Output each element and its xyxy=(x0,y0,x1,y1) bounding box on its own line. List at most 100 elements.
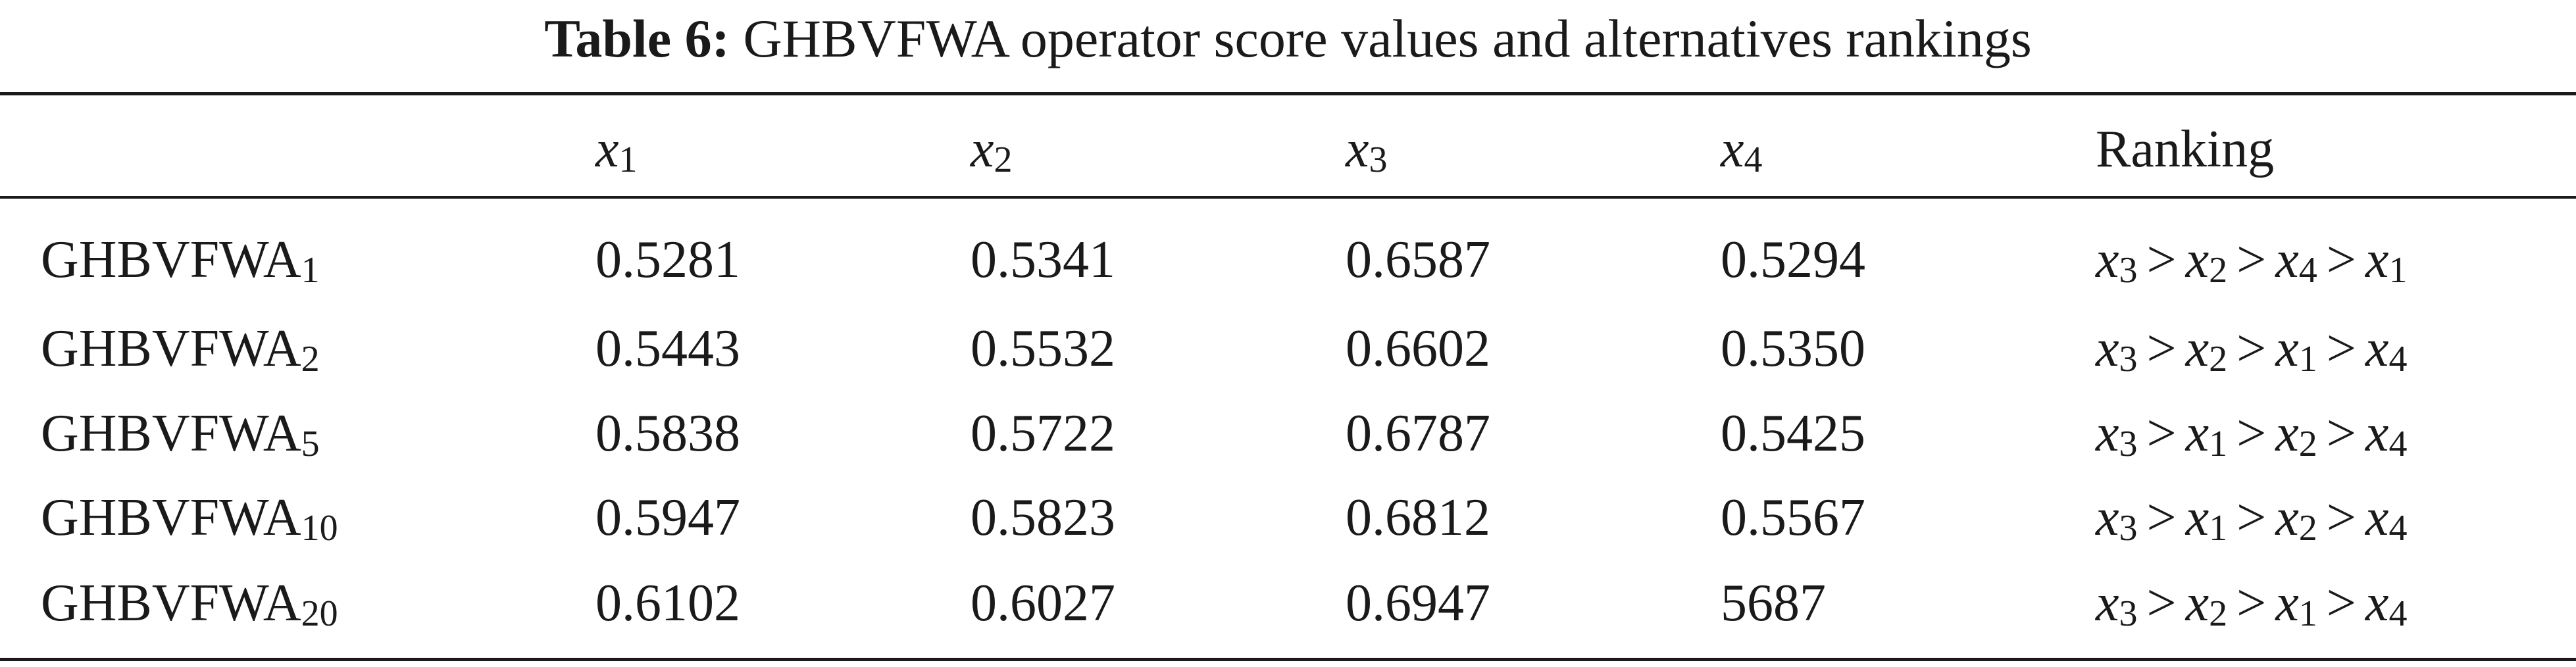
operator-parameter: 10 xyxy=(301,508,338,549)
header-x2: x2 xyxy=(971,107,1013,192)
operator-label: GHBVFWA20 xyxy=(41,560,338,646)
caption-label: Table 6: xyxy=(544,9,730,68)
ranking-alternative-index: 1 xyxy=(2298,339,2317,380)
score-value-x1: 0.5947 xyxy=(595,489,740,547)
score-value-x2: 0.6027 xyxy=(971,574,1115,632)
ranking-alternative-index: 1 xyxy=(2209,508,2228,549)
ranking-expression: x3 > x1 > x2 > x4 xyxy=(2096,391,2407,476)
table-caption: Table 6: GHBVFWA operator score values a… xyxy=(0,0,2576,78)
header-row: x1 x2 x3 x4 Ranking xyxy=(0,107,2576,192)
score-value-x4: 0.5425 xyxy=(1721,405,1865,462)
ranking-alternative-index: 3 xyxy=(2119,250,2138,291)
score-value-x2: 0.5341 xyxy=(971,231,1115,289)
score-value-x4: 0.5350 xyxy=(1721,320,1865,378)
ranking-alternative-index: 1 xyxy=(2388,250,2408,291)
ranking-alternative-index: 3 xyxy=(2119,339,2138,380)
caption-text: GHBVFWA operator score values and altern… xyxy=(743,9,2032,68)
greater-than-sign: > xyxy=(2146,320,2177,378)
operator-name: GHBVFWA xyxy=(41,574,301,632)
greater-than-sign: > xyxy=(2146,574,2177,632)
ranking-alternative-index: 3 xyxy=(2119,508,2138,549)
ranking-alternative-var: x xyxy=(2365,320,2389,378)
ranking-alternative-var: x xyxy=(2275,489,2299,547)
operator-parameter: 2 xyxy=(301,339,320,380)
ranking-alternative-var: x xyxy=(2185,405,2210,462)
ranking-alternative-var: x xyxy=(2275,574,2299,632)
header-x3-sub: 3 xyxy=(1369,139,1388,180)
greater-than-sign: > xyxy=(2236,320,2267,378)
ranking-alternative-index: 4 xyxy=(2388,424,2408,464)
ranking-alternative-var: x xyxy=(2365,489,2389,547)
ranking-alternative-var: x xyxy=(2365,574,2389,632)
ranking-alternative-var: x xyxy=(2096,489,2119,547)
ranking-alternative-var: x xyxy=(2185,320,2210,378)
ranking-alternative-index: 2 xyxy=(2298,424,2317,464)
greater-than-sign: > xyxy=(2326,574,2356,632)
operator-label: GHBVFWA5 xyxy=(41,391,320,476)
ranking-alternative-var: x xyxy=(2185,231,2210,289)
header-x2-var: x xyxy=(971,120,994,178)
operator-name: GHBVFWA xyxy=(41,489,301,547)
greater-than-sign: > xyxy=(2236,489,2267,547)
ranking-alternative-index: 4 xyxy=(2388,593,2408,634)
ranking-alternative-var: x xyxy=(2185,574,2210,632)
greater-than-sign: > xyxy=(2326,489,2356,547)
operator-parameter: 20 xyxy=(301,593,338,634)
score-value-x3: 0.6587 xyxy=(1346,231,1490,289)
score-value-x4: 5687 xyxy=(1721,574,1826,632)
header-ranking: Ranking xyxy=(2096,120,2275,178)
score-value-x1: 0.5838 xyxy=(595,405,740,462)
score-value-x2: 0.5532 xyxy=(971,320,1115,378)
greater-than-sign: > xyxy=(2236,574,2267,632)
score-value-x1: 0.5443 xyxy=(595,320,740,378)
ranking-alternative-var: x xyxy=(2096,574,2119,632)
score-value-x2: 0.5722 xyxy=(971,405,1115,462)
header-rule xyxy=(0,196,2576,199)
header-x1-var: x xyxy=(595,120,619,178)
ranking-alternative-var: x xyxy=(2365,231,2389,289)
ranking-expression: x3 > x2 > x4 > x1 xyxy=(2096,217,2407,303)
ranking-alternative-var: x xyxy=(2185,489,2210,547)
ranking-alternative-var: x xyxy=(2275,320,2299,378)
ranking-alternative-index: 2 xyxy=(2209,339,2228,380)
ranking-alternative-var: x xyxy=(2275,405,2299,462)
header-x4-var: x xyxy=(1721,120,1744,178)
ranking-alternative-index: 1 xyxy=(2298,593,2317,634)
top-rule xyxy=(0,92,2576,95)
ranking-alternative-index: 3 xyxy=(2119,424,2138,464)
table-row: GHBVFWA5 0.5838 0.5722 0.6787 0.5425 x3 > x1 > x2… xyxy=(0,391,2576,476)
operator-label: GHBVFWA2 xyxy=(41,306,320,391)
score-value-x3: 0.6812 xyxy=(1346,489,1490,547)
operator-parameter: 1 xyxy=(301,250,320,291)
ranking-alternative-index: 2 xyxy=(2209,593,2228,634)
greater-than-sign: > xyxy=(2326,320,2356,378)
ranking-alternative-index: 4 xyxy=(2388,339,2408,380)
table-row: GHBVFWA2 0.5443 0.5532 0.6602 0.5350 x3 > x2 > x1… xyxy=(0,306,2576,391)
table-row: GHBVFWA1 0.5281 0.5341 0.6587 0.5294 x3 > x2 > x4… xyxy=(0,217,2576,303)
score-value-x4: 0.5294 xyxy=(1721,231,1865,289)
greater-than-sign: > xyxy=(2236,231,2267,289)
ranking-alternative-var: x xyxy=(2365,405,2389,462)
table-row: GHBVFWA20 0.6102 0.6027 0.6947 5687 x3 > x2 > x1 >… xyxy=(0,560,2576,646)
table-row: GHBVFWA10 0.5947 0.5823 0.6812 0.5567 x3 > x1 > x… xyxy=(0,475,2576,560)
header-x3: x3 xyxy=(1346,107,1388,192)
ranking-alternative-index: 4 xyxy=(2298,250,2317,291)
ranking-alternative-index: 4 xyxy=(2388,508,2408,549)
operator-label: GHBVFWA10 xyxy=(41,475,338,560)
header-x4: x4 xyxy=(1721,107,1763,192)
ranking-alternative-var: x xyxy=(2275,231,2299,289)
ranking-alternative-var: x xyxy=(2096,231,2119,289)
ranking-expression: x3 > x1 > x2 > x4 xyxy=(2096,475,2407,560)
header-x1-sub: 1 xyxy=(619,139,638,180)
operator-name: GHBVFWA xyxy=(41,405,301,462)
header-x3-var: x xyxy=(1346,120,1369,178)
operator-parameter: 5 xyxy=(301,424,320,464)
ranking-alternative-index: 3 xyxy=(2119,593,2138,634)
ranking-alternative-var: x xyxy=(2096,320,2119,378)
ranking-alternative-index: 1 xyxy=(2209,424,2228,464)
greater-than-sign: > xyxy=(2236,405,2267,462)
score-value-x2: 0.5823 xyxy=(971,489,1115,547)
operator-name: GHBVFWA xyxy=(41,320,301,378)
score-value-x3: 0.6787 xyxy=(1346,405,1490,462)
score-value-x3: 0.6947 xyxy=(1346,574,1490,632)
